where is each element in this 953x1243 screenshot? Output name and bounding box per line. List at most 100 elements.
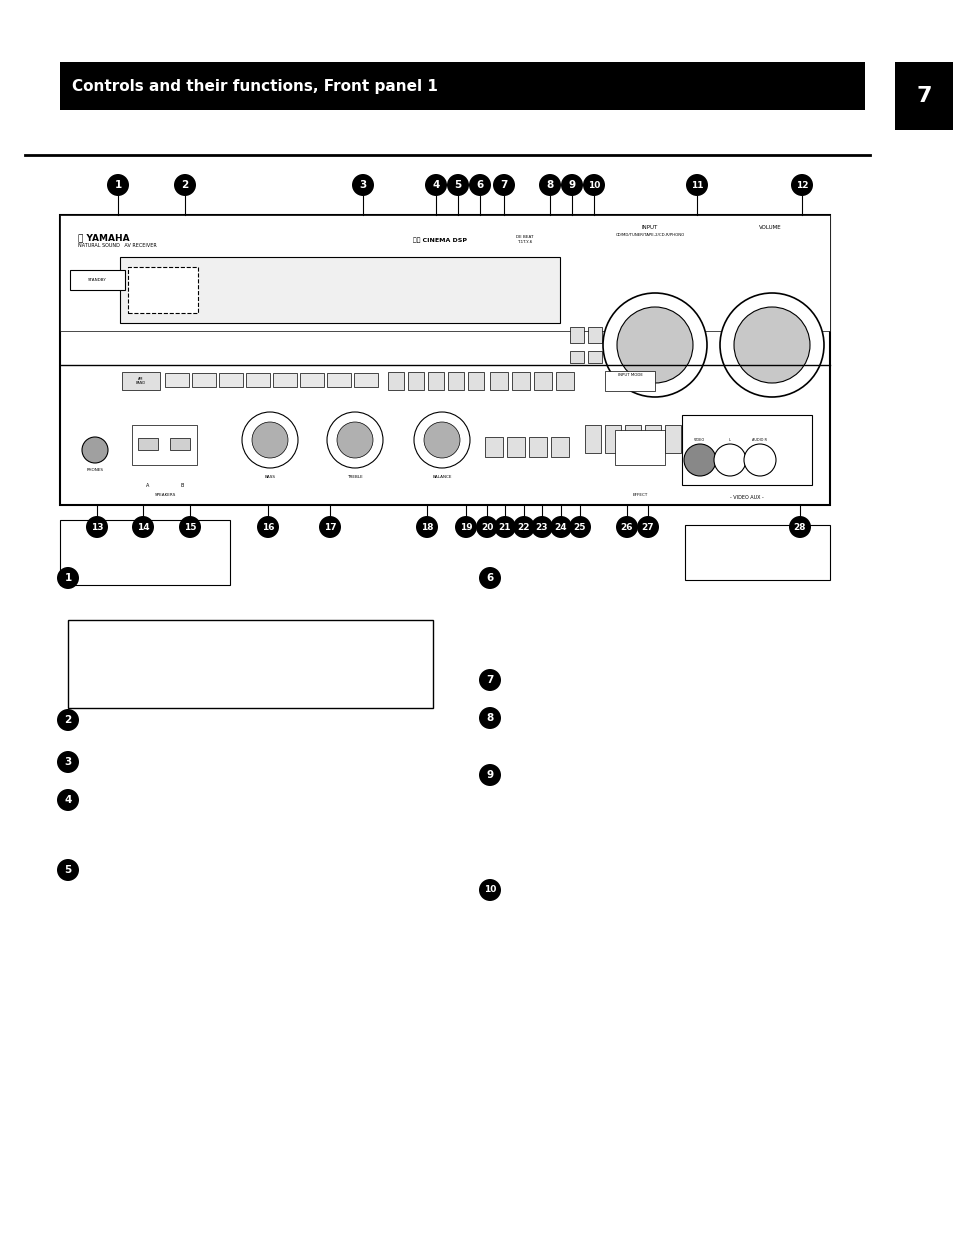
Text: 6: 6 [476,180,483,190]
Text: - VIDEO AUX -: - VIDEO AUX - [729,495,763,500]
Text: 22: 22 [517,522,530,532]
Circle shape [531,516,553,538]
Bar [246,373,270,387]
Circle shape [57,751,79,773]
Circle shape [494,516,516,538]
Text: 11: 11 [690,180,702,189]
Text: 2: 2 [64,715,71,725]
Text: 27: 27 [641,522,654,532]
Bar [534,372,552,390]
Bar [490,372,507,390]
Text: 8: 8 [486,713,493,723]
Circle shape [57,567,79,589]
Circle shape [242,411,297,469]
Text: 7: 7 [499,180,507,190]
Bar [684,525,829,580]
Circle shape [560,174,582,196]
Text: 20: 20 [480,522,493,532]
Circle shape [733,307,809,383]
Circle shape [538,174,560,196]
Bar [70,270,125,290]
Text: 7: 7 [486,675,493,685]
Circle shape [327,411,382,469]
Bar [273,373,296,387]
Bar [605,327,619,343]
Bar [428,372,443,390]
Bar [68,620,433,709]
Bar [165,373,189,387]
Circle shape [720,293,823,397]
Bar [644,425,660,452]
Bar [327,373,351,387]
Bar [60,62,864,109]
Circle shape [685,174,707,196]
Circle shape [179,516,201,538]
Circle shape [57,789,79,810]
Text: VIDEO: VIDEO [694,438,705,443]
Bar [60,520,230,585]
Bar [604,370,655,392]
Text: 14: 14 [136,522,150,532]
Text: INPUT MODE: INPUT MODE [617,373,641,377]
Text: STANDBY: STANDBY [88,278,107,282]
Circle shape [86,516,108,538]
Bar [60,215,829,331]
Circle shape [478,707,500,728]
Text: 16: 16 [261,522,274,532]
Text: 6: 6 [486,573,493,583]
Circle shape [478,669,500,691]
Text: 4: 4 [432,180,439,190]
Bar [120,257,559,323]
Circle shape [788,516,810,538]
Text: 19: 19 [459,522,472,532]
Text: 5: 5 [454,180,461,190]
Text: TREBLE: TREBLE [347,475,362,479]
Text: 7: 7 [916,86,931,106]
Text: EFFECT: EFFECT [632,493,647,497]
Text: 2: 2 [181,180,189,190]
Circle shape [424,174,447,196]
Circle shape [173,174,195,196]
Bar [299,373,324,387]
Bar [587,327,601,343]
Circle shape [582,174,604,196]
Circle shape [107,174,129,196]
Text: ⓉⓃ CINEMA DSP: ⓉⓃ CINEMA DSP [413,237,467,242]
Bar [128,267,198,313]
Circle shape [683,444,716,476]
Text: L: L [728,438,730,443]
Bar [354,373,377,387]
Text: 1: 1 [64,573,71,583]
Text: 10: 10 [587,180,599,189]
Circle shape [476,516,497,538]
Text: INPUT: INPUT [641,225,658,230]
Bar [684,425,700,452]
Text: 28: 28 [793,522,805,532]
Circle shape [637,516,659,538]
Circle shape [493,174,515,196]
Circle shape [602,293,706,397]
Bar [484,438,502,457]
Text: 26: 26 [620,522,633,532]
Bar [506,438,524,457]
Text: PHONES: PHONES [87,469,103,472]
Circle shape [550,516,572,538]
Circle shape [318,516,340,538]
Text: 4: 4 [64,796,71,805]
Bar [894,62,953,131]
Bar [170,438,190,450]
Text: 1: 1 [114,180,121,190]
Circle shape [57,709,79,731]
Bar [408,372,423,390]
Text: 21: 21 [498,522,511,532]
Bar [132,425,196,465]
Text: CD/MD/TUNER/TAPE-2/CD-R/PHONO: CD/MD/TUNER/TAPE-2/CD-R/PHONO [615,232,684,237]
Circle shape [617,307,692,383]
Bar [388,372,403,390]
Bar [556,372,574,390]
Text: BASS: BASS [264,475,275,479]
Circle shape [82,438,108,462]
Bar [623,327,638,343]
Circle shape [713,444,745,476]
Text: 17: 17 [323,522,336,532]
